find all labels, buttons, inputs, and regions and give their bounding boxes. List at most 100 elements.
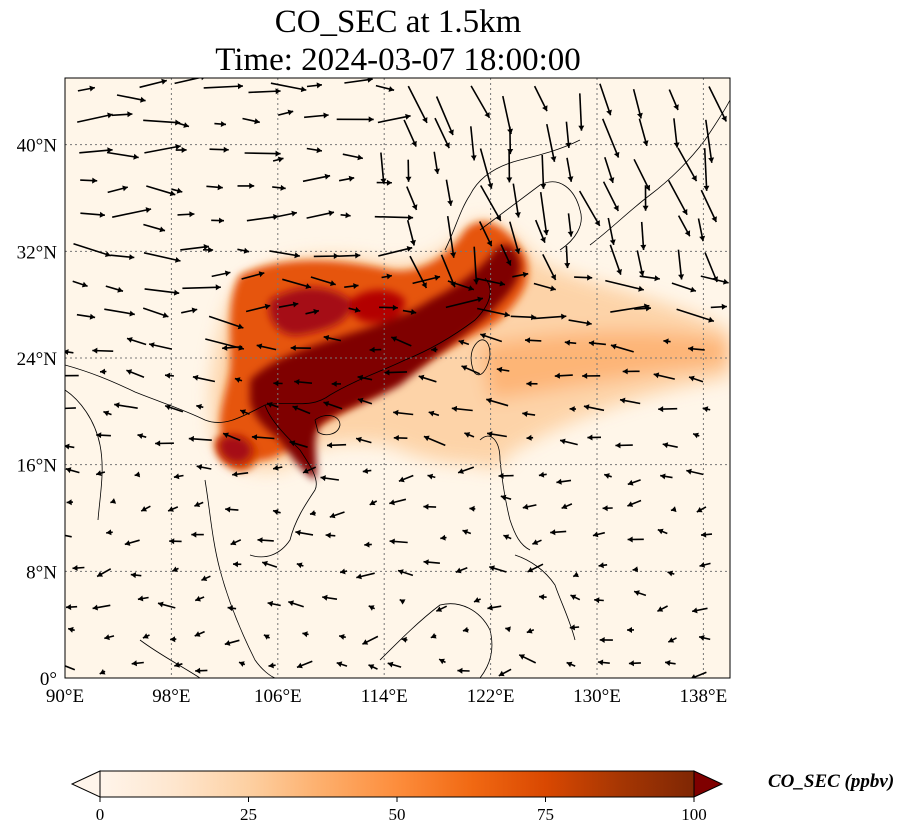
wind-arrow	[348, 306, 361, 313]
wind-arrow	[527, 563, 544, 573]
wind-arrow	[602, 181, 620, 212]
wind-arrow	[242, 117, 260, 125]
wind-arrow	[336, 661, 348, 668]
wind-arrow	[222, 432, 241, 442]
wind-arrow	[667, 180, 688, 216]
wind-arrow	[76, 313, 96, 320]
wind-arrow	[587, 434, 602, 441]
wind-arrow	[619, 397, 641, 405]
wind-arrow	[369, 346, 382, 353]
wind-arrow	[66, 499, 73, 506]
wind-arrow	[65, 407, 76, 410]
wind-arrow	[306, 82, 322, 89]
lon-tick-label: 130°E	[573, 686, 621, 707]
wind-arrow	[239, 409, 250, 415]
wind-arrow	[604, 156, 615, 184]
coastline-bay-of-bengal	[65, 389, 103, 521]
wind-arrow	[191, 531, 204, 538]
lon-tick-label: 90°E	[46, 686, 84, 707]
wind-arrow	[230, 539, 242, 546]
wind-arrow	[662, 442, 678, 449]
wind-arrow	[480, 333, 503, 343]
wind-arrow	[710, 303, 727, 310]
wind-arrow	[428, 410, 440, 417]
wind-arrow	[423, 435, 446, 447]
wind-arrow	[546, 123, 557, 162]
wind-arrow	[405, 159, 412, 182]
wind-arrow	[688, 375, 704, 383]
lat-tick-label: 0°	[40, 669, 57, 690]
wind-arrow	[605, 279, 644, 292]
wind-arrow	[80, 211, 105, 218]
wind-arrow	[272, 184, 286, 191]
wind-arrow	[461, 365, 481, 375]
wind-arrow	[67, 626, 75, 633]
lon-tick-label: 106°E	[254, 686, 302, 707]
wind-arrow	[615, 442, 633, 449]
wind-arrow	[92, 347, 114, 354]
wind-arrow	[607, 217, 616, 246]
coastline-taiwan	[470, 339, 491, 376]
wind-arrow	[583, 404, 605, 412]
coastline-sumatra	[139, 639, 201, 678]
wind-arrow	[431, 346, 438, 353]
wind-arrow	[673, 118, 680, 148]
wind-arrow	[96, 568, 112, 578]
wind-arrow	[671, 282, 697, 293]
coastline-japan	[589, 99, 730, 246]
colorbar-gradient	[99, 770, 695, 798]
wind-arrow	[170, 636, 177, 643]
wind-arrow	[206, 184, 223, 191]
wind-arrow	[79, 147, 113, 154]
wind-arrow	[104, 308, 135, 317]
wind-arrow	[288, 600, 304, 608]
wind-arrow	[201, 575, 211, 582]
wind-arrow	[653, 372, 675, 380]
wind-arrow	[257, 537, 274, 544]
wind-arrow	[99, 669, 106, 675]
title-line-1: CO_SEC at 1.5km	[274, 4, 522, 40]
wind-arrow	[390, 336, 412, 347]
wind-arrow	[381, 273, 393, 280]
wind-arrow	[77, 112, 113, 123]
wind-arrow	[664, 660, 676, 666]
wind-arrow	[574, 274, 593, 281]
wind-arrow	[294, 379, 313, 385]
wind-arrow	[692, 432, 700, 439]
wind-arrow	[157, 601, 176, 609]
wind-arrow	[509, 221, 521, 254]
wind-arrow	[338, 252, 361, 259]
wind-arrow	[92, 604, 111, 611]
wind-arrow	[628, 660, 641, 667]
wind-arrow	[245, 303, 271, 313]
wind-arrow	[446, 215, 457, 258]
map-frame	[64, 77, 731, 679]
wind-arrow	[434, 117, 450, 149]
wind-arrow	[627, 499, 642, 507]
wind-arrow	[498, 668, 512, 677]
wind-arrow	[164, 372, 174, 379]
wind-arrow	[498, 472, 514, 479]
wind-arrow	[559, 438, 578, 446]
wind-arrow	[512, 271, 529, 278]
wind-arrow	[244, 150, 281, 157]
wind-arrow	[594, 597, 604, 604]
wind-arrow	[169, 538, 182, 545]
wind-arrow	[272, 464, 283, 471]
wind-arrow	[196, 464, 212, 471]
wind-arrow	[272, 156, 284, 163]
wind-arrow	[130, 572, 142, 579]
wind-arrow	[364, 541, 372, 548]
wind-arrow	[134, 471, 141, 478]
wind-arrow	[447, 280, 475, 291]
wind-arrow	[542, 254, 557, 281]
colorbar-tick-label: 0	[96, 805, 105, 824]
wind-arrow	[640, 221, 647, 250]
wind-arrow	[272, 210, 298, 219]
wind-arrow	[266, 402, 279, 408]
wind-arrow	[398, 474, 414, 483]
wind-arrow	[234, 377, 243, 383]
wind-arrow	[368, 664, 378, 670]
wind-arrow	[143, 223, 166, 233]
wind-arrow	[269, 250, 300, 259]
